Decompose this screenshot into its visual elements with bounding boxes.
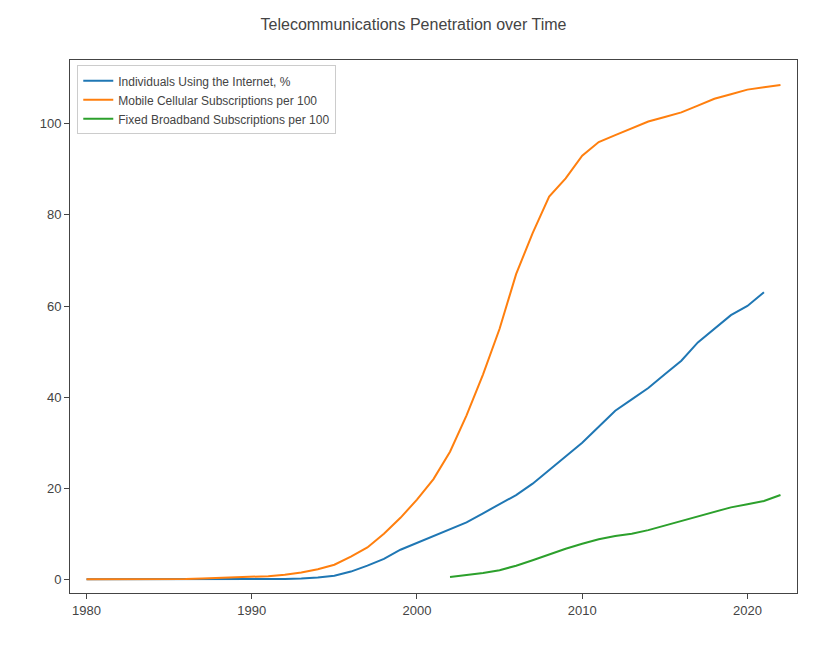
svg-text:2000: 2000: [403, 603, 432, 618]
svg-text:Telecommunications Penetration: Telecommunications Penetration over Time: [261, 16, 567, 33]
svg-text:2020: 2020: [733, 603, 762, 618]
svg-text:80: 80: [47, 207, 61, 222]
svg-text:1990: 1990: [237, 603, 266, 618]
svg-text:0: 0: [54, 572, 61, 587]
svg-text:Mobile Cellular Subscriptions: Mobile Cellular Subscriptions per 100: [118, 94, 317, 108]
svg-text:1980: 1980: [72, 603, 101, 618]
svg-text:2010: 2010: [568, 603, 597, 618]
svg-text:60: 60: [47, 299, 61, 314]
svg-text:20: 20: [47, 481, 61, 496]
svg-text:100: 100: [40, 116, 62, 131]
svg-text:40: 40: [47, 390, 61, 405]
svg-text:Fixed Broadband Subscriptions: Fixed Broadband Subscriptions per 100: [118, 113, 329, 127]
svg-text:Individuals Using the Internet: Individuals Using the Internet, %: [118, 75, 290, 89]
